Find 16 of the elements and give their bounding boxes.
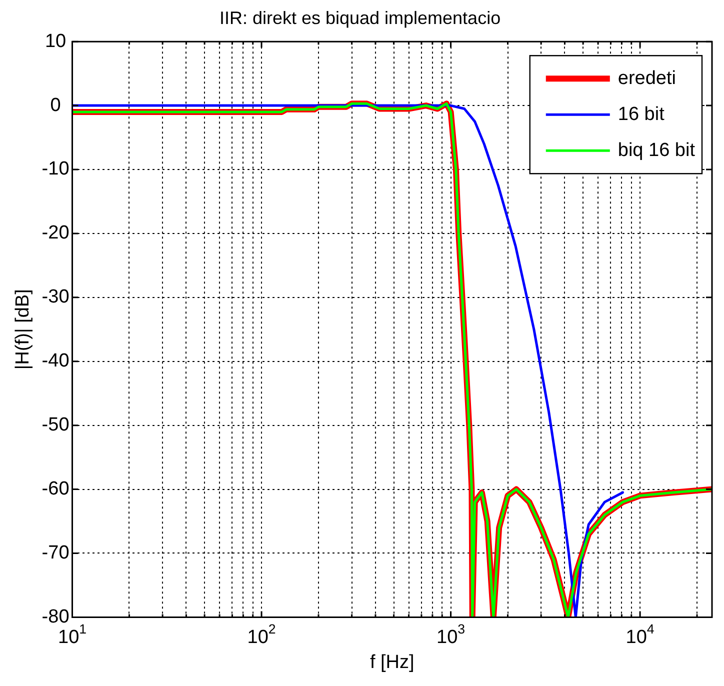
y-tick-label: -20 <box>42 222 70 244</box>
y-tick-label: 0 <box>50 94 61 116</box>
chart-title: IIR: direkt es biquad implementacio <box>219 8 501 28</box>
legend-label: biq 16 bit <box>618 140 696 161</box>
y-axis-title: |H(f)| [dB] <box>12 289 34 370</box>
legend-label: eredeti <box>618 68 676 89</box>
y-tick-label: -40 <box>42 350 70 372</box>
y-tick-label: -70 <box>42 542 70 564</box>
y-tick-label: 10 <box>44 30 66 52</box>
y-tick-label: -80 <box>42 606 70 628</box>
y-tick-label: -10 <box>42 158 70 180</box>
y-tick-label: -30 <box>42 286 70 308</box>
y-tick-label: -50 <box>42 414 70 436</box>
y-tick-label: -60 <box>42 478 70 500</box>
x-axis-title: f [Hz] <box>370 652 414 673</box>
legend-label: 16 bit <box>618 104 666 125</box>
